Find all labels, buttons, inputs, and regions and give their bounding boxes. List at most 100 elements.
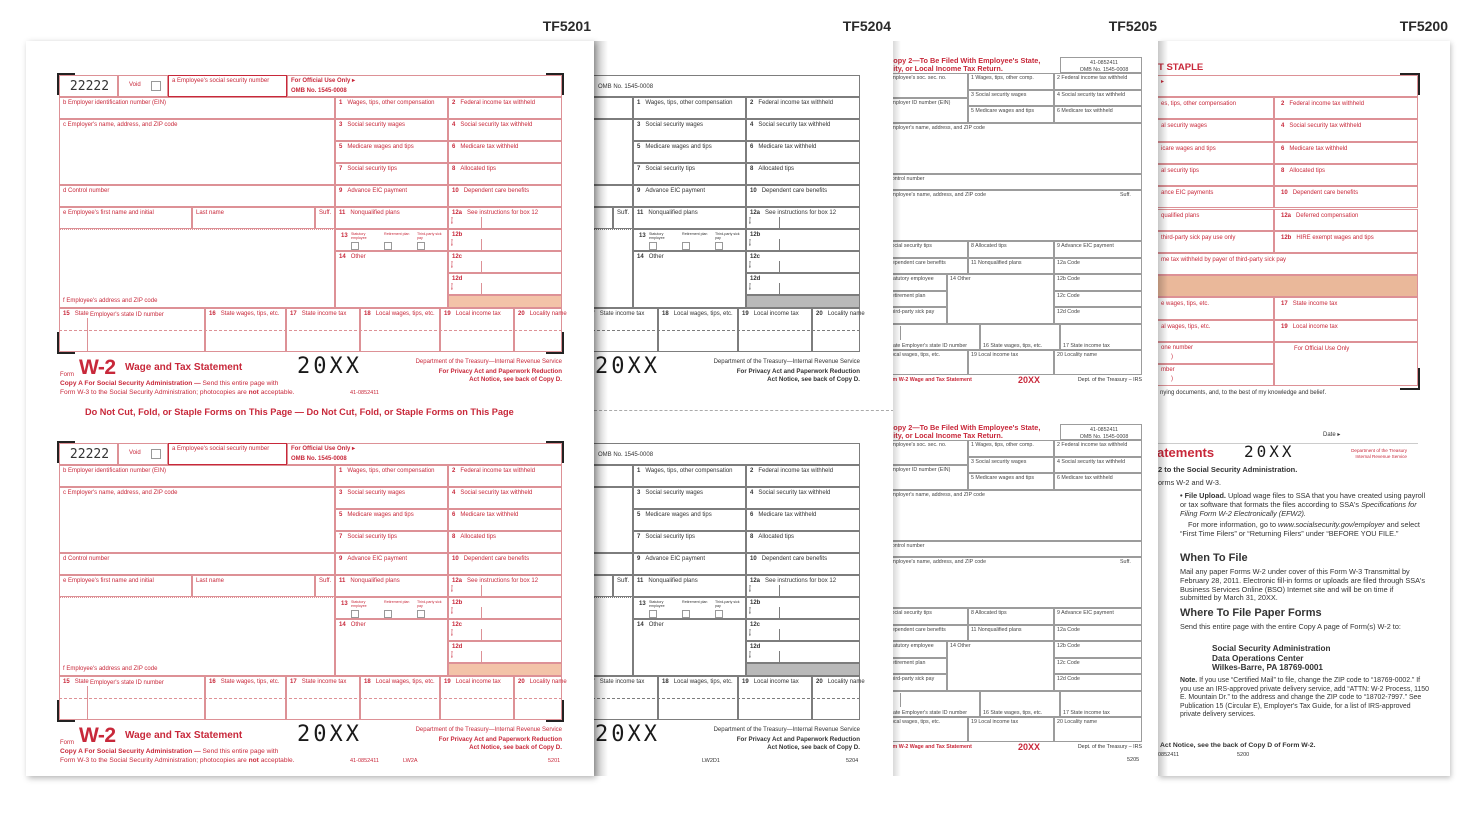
box-label-text: State income tax [301,679,347,685]
box-17-label: 17 State income tax [1063,343,1110,349]
box-12a-label: 12a Code [1057,260,1080,266]
box-label: 12a See instructions for box 12 [449,208,561,219]
box-label: 4 Social security tax withheld [449,488,561,499]
box-label: 12a See instructions for box 12 [449,576,561,587]
address-line: Social Security Administration [1212,644,1331,653]
box-label-text: 12c [750,622,761,628]
box-number: 5 [637,144,641,150]
box-label: 12d [747,274,859,285]
form-code: LW2D1 [702,758,720,764]
box-2: 2 Federal income tax withheld [448,465,562,487]
box-label-text: Dependent care benefits [1292,190,1359,197]
box-13-checkbox[interactable] [649,610,657,618]
box-12-code-label: Code [450,217,454,225]
box-label-text: Allocated tips [460,534,497,540]
box-label: 9 Advance EIC payment [634,554,745,565]
box-number: 9 [637,188,641,194]
retirement-box: Retirement plan [893,658,947,674]
employee-address-label: f Employee's address and ZIP code [63,666,158,672]
box-label: 19 Local income tax [441,677,513,688]
box-12-code-label: Code [450,607,454,615]
box-13-checkbox[interactable] [351,242,359,250]
page-number: 5204 [846,758,859,764]
box-13-checkbox[interactable] [351,610,359,618]
void-checkbox[interactable] [151,449,161,459]
box-1: 1 Wages, tips, other compensation [335,97,448,119]
box-13-checkbox[interactable] [682,610,690,618]
box-label-text: Federal income tax withheld [1289,101,1365,107]
sheet-tf5201-copy-a: Do Not Cut, Fold, or Staple Forms on Thi… [26,41,594,776]
box-number: 18 [364,311,371,317]
box-12b-label: 12b Code [1057,276,1080,282]
box-label-text: Locality name [529,679,567,685]
box-label: Suff. [316,576,334,587]
box-2: 2 Federal income tax withheld [1054,440,1142,457]
box-label-text: Nonqualified plans [350,578,400,584]
box-label: 3 Social security wages [634,120,745,131]
box-number: 3 [339,490,343,496]
void-checkbox[interactable] [151,81,161,91]
box-13-checkbox[interactable] [715,610,723,618]
box-label-text: a Employee's social security number [172,78,270,84]
ein-box-label: Employer ID number (EIN) [893,100,951,106]
box-number: 14 [339,254,346,260]
box-18-label: Local wages, tips, etc. [893,719,941,725]
where-to-file-paragraph: Send this entire page with the entire Co… [1180,622,1401,631]
irs-department: Department of the Treasury—Internal Reve… [713,727,860,733]
box-12a: 12a Code [1054,258,1142,274]
irs-department: Department of the Treasury—Internal Reve… [415,727,562,733]
box-12-code-label: Code [748,651,752,659]
box-5: 5 Medicare wages and tips [968,106,1054,123]
box-label: c Employer's name, address, and ZIP code [60,488,334,499]
box-13-checkbox[interactable] [682,242,690,250]
box-number: 2 [750,100,754,106]
box-19-label: 19 Local income tax [971,719,1019,725]
box-number: 2 [452,100,456,106]
employer-name-box: Employer's name, address, and ZIP code [893,123,1142,174]
box-number: 11 [637,578,644,584]
employee-last-name-box: Last name [594,207,613,229]
box-label: 10 Dependent care benefits [747,186,859,197]
box-number: 14 [339,622,346,628]
box-label-text: State income tax [1292,301,1338,307]
w3-left-label: qualified plans [1161,212,1200,219]
box-17: 17 State income tax [1060,324,1142,350]
box-13-checkbox[interactable] [384,242,392,250]
box-label: 17 State income tax [287,677,359,688]
box-18-label: Local wages, tips, etc. [893,352,941,358]
box-13-checkbox[interactable] [715,242,723,250]
box-20: 20 Locality name [1054,350,1142,375]
box-4: 4 Social security tax withheld [448,119,562,141]
box-label-text: Dependent care benefits [463,188,530,194]
box-12-code-label: Code [748,217,752,225]
box-12d: 12d [746,641,860,663]
box-13-checkbox[interactable] [649,242,657,250]
box-label-text: e Employee's first name and initial [63,210,154,216]
box-11: 11 Nonqualified plans [633,575,746,597]
box-label-text: 12c [452,622,463,628]
tax-year: 20XX [1018,375,1041,385]
box-13-checkbox[interactable] [417,610,425,618]
box-15: State Employer's state ID number [893,691,980,717]
box-4: 4 Social security tax withheld [1054,457,1142,473]
form-code: LW2A [403,758,418,764]
box-3: 3 Social security wages [968,457,1054,473]
when-to-file-heading: When To File [1180,552,1248,564]
box-1: 1 Wages, tips, other comp. [968,440,1054,457]
box-5-label: 5 Medicare wages and tips [971,108,1035,114]
w3-left-label: e wages, tips, etc. [1161,301,1210,307]
employer-name-box-label: Employer's name, address, and ZIP code [893,125,985,131]
file-upload-italic: Specifications for Filing Form W-2 Elect… [1180,499,1417,518]
box-13-checkbox[interactable] [384,610,392,618]
ssa-employer-link[interactable]: www.socialsecurity.gov/employer [1278,520,1385,529]
more-info-text: For more information, go to [1188,520,1279,529]
box-12a: 12a See instructions for box 12 [746,207,860,229]
box-label-text: Local income tax [455,679,501,685]
box-12c: 12c Code [1054,658,1142,674]
omb-number: OMB No. 1545-0008 [1079,67,1129,73]
irs-department: Department of the Treasury—Internal Reve… [415,359,562,365]
box-13-checkbox[interactable] [417,242,425,250]
box-number: 19 [444,679,451,685]
phone-box: one number) [1158,342,1274,364]
